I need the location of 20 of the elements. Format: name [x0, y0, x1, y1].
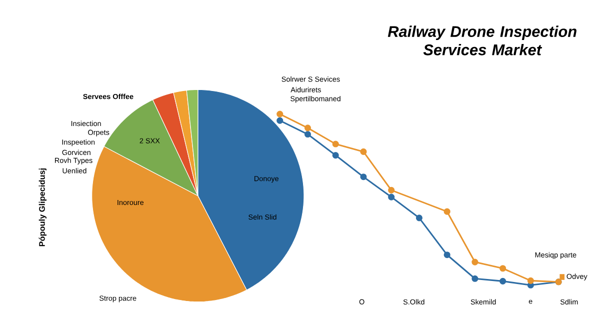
point	[527, 277, 534, 284]
point	[332, 152, 339, 159]
point	[388, 194, 395, 200]
point	[360, 148, 367, 156]
point	[304, 124, 312, 132]
point	[332, 140, 339, 148]
point	[416, 214, 422, 222]
point	[472, 275, 478, 282]
point	[444, 208, 450, 215]
point	[388, 186, 395, 194]
point	[304, 131, 312, 138]
point	[500, 278, 506, 285]
text: Railway Drone Inspection Services Market	[388, 26, 576, 56]
point	[360, 174, 367, 180]
point	[500, 265, 506, 272]
point	[444, 252, 450, 258]
point	[276, 110, 284, 118]
point	[472, 258, 478, 266]
text: Pópouly Glipecidusj	[38, 168, 46, 246]
point	[276, 117, 284, 124]
